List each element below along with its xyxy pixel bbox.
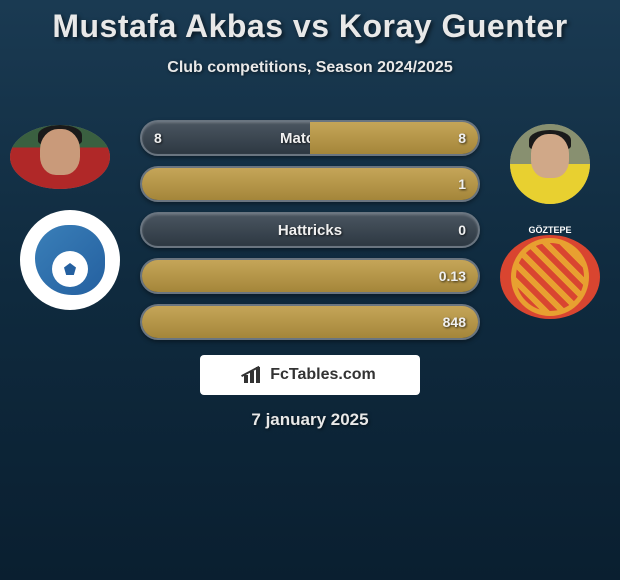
stat-fill	[142, 168, 478, 200]
stat-row: Matches88	[140, 120, 480, 156]
bar-chart-icon	[244, 367, 264, 383]
stat-row: Goals per match0.13	[140, 258, 480, 294]
stat-right-value: 0	[458, 222, 466, 238]
stat-right-value: 848	[443, 314, 466, 330]
stat-row: Goals1	[140, 166, 480, 202]
stat-fill	[142, 306, 478, 338]
date-label: 7 january 2025	[0, 410, 620, 430]
soccer-ball-icon	[52, 251, 88, 287]
stat-fill	[142, 260, 478, 292]
stat-row: Min per goal848	[140, 304, 480, 340]
watermark-badge: FcTables.com	[200, 355, 420, 395]
player-right-photo	[510, 124, 590, 204]
stat-row: Hattricks 0	[140, 212, 480, 248]
stat-label: Hattricks	[278, 222, 342, 239]
stat-right-value: 0.13	[439, 268, 466, 284]
watermark-text: FcTables.com	[270, 366, 376, 384]
stat-fill	[310, 122, 478, 154]
page-subtitle: Club competitions, Season 2024/2025	[0, 59, 620, 77]
stat-right-value: 1	[458, 176, 466, 192]
club-right-badge-text: GÖZTEPE	[516, 225, 584, 235]
stats-panel: Matches88Goals1Hattricks0Goals per match…	[140, 120, 480, 350]
player-left-photo	[10, 125, 110, 189]
club-left-badge-inner	[35, 225, 105, 295]
stat-right-value: 8	[458, 130, 466, 146]
stat-left-value: 8	[154, 130, 162, 146]
club-right-badge-inner: GÖZTEPE	[511, 238, 589, 316]
club-left-badge	[20, 210, 120, 310]
club-right-badge: GÖZTEPE	[500, 235, 600, 319]
page-title: Mustafa Akbas vs Koray Guenter	[0, 0, 620, 45]
infographic-container: Mustafa Akbas vs Koray Guenter Club comp…	[0, 0, 620, 580]
